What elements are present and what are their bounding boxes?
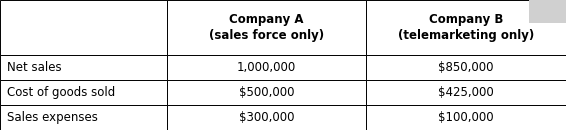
Text: $100,000: $100,000 (438, 111, 494, 124)
Text: $300,000: $300,000 (239, 111, 294, 124)
Text: Company B
(telemarketing only): Company B (telemarketing only) (398, 13, 534, 42)
Bar (0, 0, 167, 55)
Text: 1,000,000: 1,000,000 (237, 61, 296, 74)
Text: Cost of goods sold: Cost of goods sold (7, 86, 115, 99)
Bar (366, 105, 566, 130)
Bar (366, 80, 566, 105)
Text: Net sales: Net sales (7, 61, 62, 74)
Bar (167, 105, 366, 130)
Bar (167, 0, 366, 55)
Text: $500,000: $500,000 (239, 86, 294, 99)
Text: $850,000: $850,000 (438, 61, 494, 74)
Text: Company A
(sales force only): Company A (sales force only) (209, 13, 324, 42)
Text: $425,000: $425,000 (438, 86, 494, 99)
Bar (0, 105, 167, 130)
Bar (0, 55, 167, 80)
Bar (167, 55, 366, 80)
Bar (366, 0, 566, 55)
Bar (529, 0, 566, 23)
Bar (366, 55, 566, 80)
Bar (0, 80, 167, 105)
Text: Sales expenses: Sales expenses (7, 111, 98, 124)
Bar (167, 80, 366, 105)
